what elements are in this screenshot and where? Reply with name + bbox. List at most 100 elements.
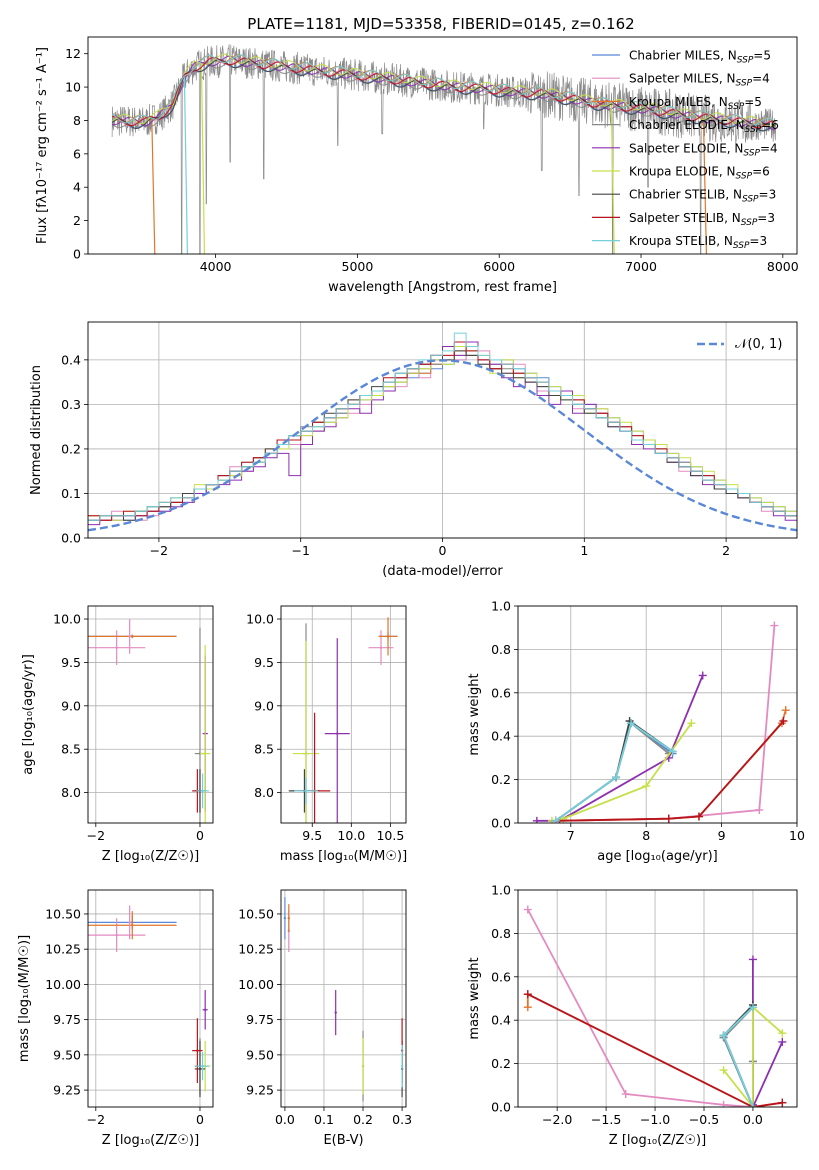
x-axis-label: Z [log₁₀(Z/Z☉)] [102, 1133, 199, 1148]
legend-entry-model: Chabrier MILES [629, 49, 720, 63]
legend-entry-n: 6 [762, 165, 770, 179]
legend-entry-subscript: SSP [741, 218, 758, 228]
axes-frame [517, 605, 798, 824]
weight-marker [694, 812, 703, 821]
x-axis-label: E(B-V) [323, 1133, 363, 1148]
axes-frame [280, 889, 407, 1108]
y-axis-label: age [log₁₀(age/yr)] [21, 654, 36, 775]
y-tick-label: 0.2 [491, 772, 511, 787]
weight-marker [523, 990, 532, 999]
normal-legend-label: 𝒩(0, 1) [735, 337, 782, 352]
legend-entry-eq: = [753, 49, 763, 63]
legend-entry-label-suffix: , N [725, 188, 742, 202]
axes-ebv-mass: 0.0 0.1 0.2 0.3 9.25 9.50 9.75 10.00 10.25 10.50 E… [238, 889, 412, 1148]
y-tick-label: 10.0 [246, 612, 274, 627]
weight-line-salpeter-miles [527, 909, 753, 1107]
data-point [196, 1049, 199, 1052]
legend-entry-subscript: SSP [728, 102, 745, 112]
weight-marker [642, 782, 651, 791]
data-point [201, 1064, 204, 1068]
x-axis-label: Z [log₁₀(Z/Z☉)] [102, 849, 199, 864]
legend-entry-label-suffix: , N [727, 141, 744, 155]
weight-line-kroupa-elodie [722, 1005, 783, 1107]
x-tick-label: 0.0 [743, 1112, 763, 1127]
legend-entry-n: 3 [767, 211, 775, 225]
y-tick-label: 9.75 [246, 1012, 274, 1027]
weight-line-kroupa-miles [555, 709, 787, 822]
plot-area-z-weight [523, 905, 787, 1107]
legend-entry-subscript: SSP [742, 195, 759, 205]
legend-entry-n: 5 [754, 95, 762, 109]
axes-frame [517, 889, 798, 1108]
y-axis-label: mass weight [467, 673, 482, 755]
normal-curve-line [88, 359, 797, 532]
x-tick-label: −2 [150, 543, 168, 558]
y-tick-label: 0.2 [491, 1056, 511, 1071]
legend-entry: Salpeter MILES, NSSP=4 [629, 72, 770, 89]
plot-area-z-age [88, 619, 211, 823]
weight-marker [523, 905, 532, 914]
x-tick-label: 8000 [767, 259, 799, 274]
plot-area-age-weight [532, 621, 790, 823]
x-tick-label: 0.1 [314, 1112, 334, 1127]
weight-marker [698, 671, 707, 680]
x-tick-label: −1.5 [591, 1112, 621, 1127]
plot-area-mass-age [288, 617, 398, 823]
x-tick-label: 9 [718, 828, 726, 843]
y-tick-label: 8.5 [254, 742, 274, 757]
y-tick-label: 0.8 [491, 926, 511, 941]
x-tick-label: −2 [87, 1112, 105, 1127]
legend-entry-eq: = [744, 95, 754, 109]
x-tick-label: 0 [196, 1112, 204, 1127]
legend-entry-n: 6 [771, 118, 779, 132]
y-axis-label: mass [log₁₀(M/M☉)] [17, 935, 32, 1062]
x-tick-label: 0 [439, 543, 447, 558]
observed-spectrum-line [111, 44, 777, 254]
y-tick-label: 12 [65, 46, 81, 61]
y-tick-label: 1.0 [491, 883, 511, 898]
legend-entry-n: 3 [759, 234, 767, 248]
legend-entry-eq: = [759, 188, 769, 202]
weight-marker [748, 1103, 757, 1107]
data-point [304, 752, 308, 755]
x-tick-label: 2 [722, 543, 730, 558]
weight-line-chabrier-miles [555, 721, 674, 822]
data-point [287, 916, 291, 920]
x-tick-label: −1.0 [640, 1112, 670, 1127]
grid-z-weight [518, 889, 797, 1108]
y-tick-label: 0.4 [491, 1013, 511, 1028]
y-tick-label: 9.0 [254, 698, 274, 713]
weight-marker [779, 717, 788, 726]
weight-marker [755, 805, 764, 814]
data-point [115, 933, 118, 937]
weight-line-salpeter-elodie [752, 959, 784, 1107]
weight-marker [719, 1031, 728, 1040]
data-point [400, 1064, 404, 1068]
data-point [203, 752, 207, 755]
y-tick-label: 9.25 [246, 1083, 274, 1098]
legend-entry-eq: = [760, 141, 770, 155]
y-tick-label: 10.50 [238, 906, 274, 921]
y-axis-label: mass weight [467, 957, 482, 1039]
x-tick-label: 0.3 [392, 1112, 412, 1127]
x-tick-label: 6000 [483, 259, 515, 274]
y-tick-label: 9.0 [61, 698, 81, 713]
legend-entry: Kroupa STELIB, NSSP=3 [629, 234, 767, 251]
x-axis-label: (data-model)/error [382, 564, 503, 579]
legend-entry-label-suffix: , N [728, 118, 745, 132]
data-point [203, 1008, 207, 1011]
data-point [304, 789, 308, 793]
legend-entry-model: Salpeter ELODIE [629, 141, 727, 155]
legend-entry: Kroupa ELODIE, NSSP=6 [629, 165, 770, 182]
x-tick-label: 10.5 [376, 828, 404, 843]
weight-marker [551, 816, 560, 823]
legend-entry-model: Chabrier ELODIE [629, 118, 728, 132]
data-point [334, 1011, 337, 1014]
x-tick-label: 7000 [625, 259, 657, 274]
y-tick-label: 9.5 [254, 655, 274, 670]
weight-marker [719, 1100, 728, 1107]
legend-entry-label-suffix: , N [716, 234, 733, 248]
weight-marker [664, 814, 673, 823]
x-axis-label: age [log₁₀(age/yr)] [597, 849, 718, 864]
